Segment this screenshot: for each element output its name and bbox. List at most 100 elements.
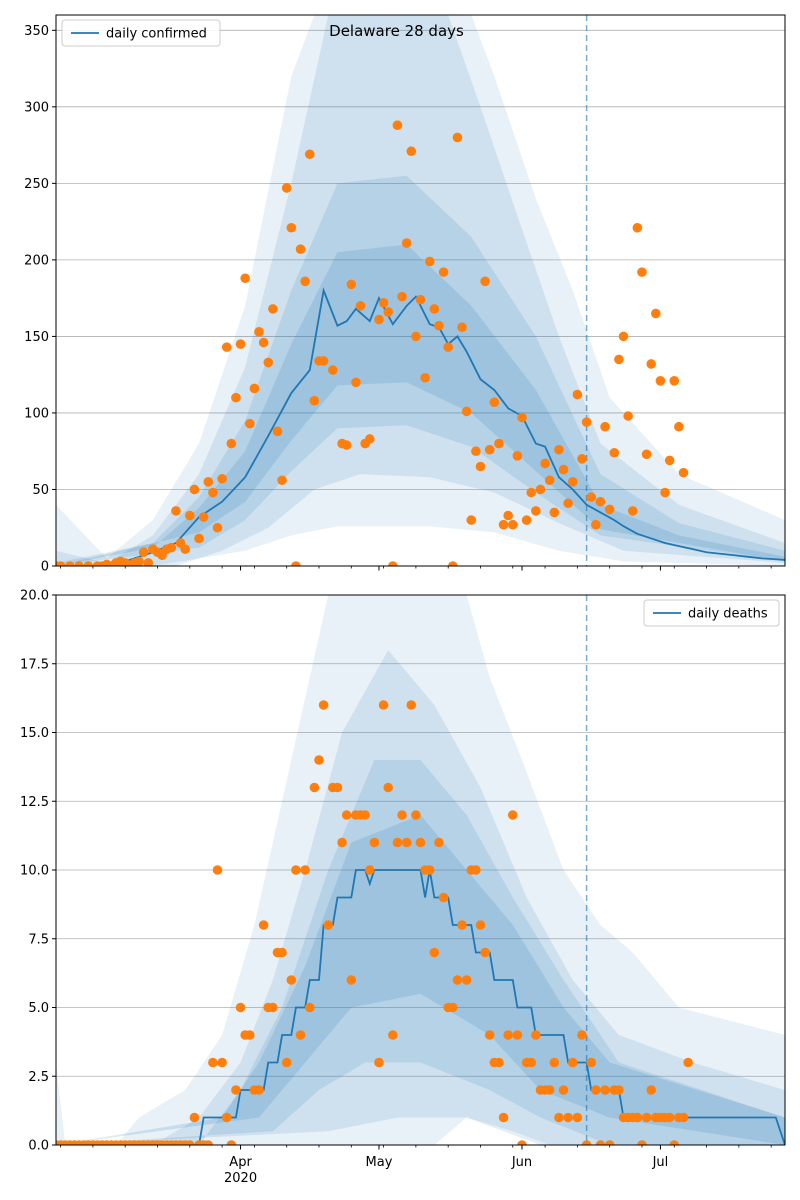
data-point [300, 276, 310, 287]
data-point [540, 458, 550, 469]
data-point [484, 444, 495, 455]
data-point [406, 146, 417, 157]
data-point [572, 1112, 583, 1123]
data-point [651, 308, 661, 319]
data-point [452, 975, 463, 985]
uncertainty-band-2 [56, 650, 785, 1145]
data-point [194, 533, 204, 544]
y-tick-label: 100 [24, 406, 49, 421]
data-point [544, 475, 555, 486]
data-point [277, 475, 287, 486]
data-point [378, 297, 389, 308]
data-point [494, 438, 504, 449]
data-point [268, 304, 278, 314]
data-point [535, 484, 546, 495]
y-tick-label: 50 [32, 483, 49, 498]
data-point [577, 1030, 587, 1040]
confirmed-chart: 0 50 100 150 200 250 300 350 Delaware 28 days dai… [24, 14, 786, 575]
data-point [683, 1057, 693, 1068]
data-point [318, 700, 329, 710]
data-point [614, 1085, 624, 1095]
data-point [480, 276, 490, 287]
data-point [208, 487, 218, 498]
data-point [337, 837, 347, 848]
data-point [655, 376, 666, 386]
data-point [346, 975, 357, 985]
data-point [198, 512, 209, 522]
data-point [554, 1112, 564, 1123]
data-point [632, 222, 643, 233]
data-point [56, 561, 66, 566]
x-tick-label: Apr [229, 1155, 252, 1170]
median-line [56, 869, 785, 1145]
uncertainty-band-3 [56, 760, 785, 1145]
data-point [471, 446, 481, 457]
data-point [263, 357, 274, 368]
y-tick-label: 200 [24, 253, 49, 268]
data-point [434, 320, 444, 331]
data-point [507, 519, 518, 530]
chart-title: Delaware 28 days [329, 22, 464, 40]
data-point [586, 1057, 597, 1068]
data-point [443, 342, 453, 352]
data-point [664, 455, 675, 466]
legend-box [643, 599, 780, 627]
data-point [567, 1057, 578, 1068]
data-point [281, 183, 292, 193]
data-point [364, 865, 375, 875]
data-point [388, 1030, 398, 1040]
data-point [581, 1140, 592, 1145]
data-point [378, 700, 389, 710]
x-tick-year-label: 2020 [224, 1171, 257, 1186]
data-point [286, 222, 297, 233]
legend-label: daily deaths [688, 607, 768, 622]
data-point [258, 920, 269, 930]
data-point [346, 279, 357, 290]
data-point [526, 1057, 537, 1068]
data-point [549, 1057, 560, 1068]
data-point [217, 473, 227, 484]
data-point [678, 467, 689, 478]
data-point [452, 132, 463, 143]
uncertainty-band-4 [56, 815, 785, 1145]
data-point [637, 267, 647, 277]
data-point [646, 1085, 656, 1095]
data-point [503, 1030, 513, 1040]
data-point [544, 1085, 555, 1095]
data-point [226, 1140, 237, 1145]
data-point [281, 1057, 292, 1068]
data-point [424, 256, 435, 267]
data-point [235, 339, 246, 349]
data-point [517, 1140, 527, 1145]
y-tick-label: 12.5 [20, 795, 49, 810]
data-point [258, 337, 269, 348]
data-point [503, 510, 513, 521]
data-point [664, 1112, 675, 1123]
data-point [235, 1002, 246, 1013]
data-point [438, 267, 449, 277]
data-point [392, 837, 403, 848]
data-point [351, 377, 361, 388]
data-point [434, 837, 444, 848]
data-point [498, 1112, 509, 1123]
data-point [291, 865, 301, 875]
data-point [669, 376, 680, 386]
data-point [304, 1002, 315, 1013]
data-point [171, 506, 181, 516]
data-point [286, 975, 297, 985]
data-point [411, 331, 421, 342]
data-point [604, 504, 615, 515]
data-point [577, 454, 587, 464]
data-point [374, 314, 384, 325]
data-point [600, 1085, 610, 1095]
data-point [397, 291, 407, 302]
data-point [272, 426, 283, 437]
data-point [212, 865, 223, 875]
data-point [401, 837, 412, 848]
data-point [295, 244, 306, 254]
data-point [498, 519, 509, 530]
data-point [609, 447, 620, 458]
uncertainty-band-2 [56, 15, 785, 566]
